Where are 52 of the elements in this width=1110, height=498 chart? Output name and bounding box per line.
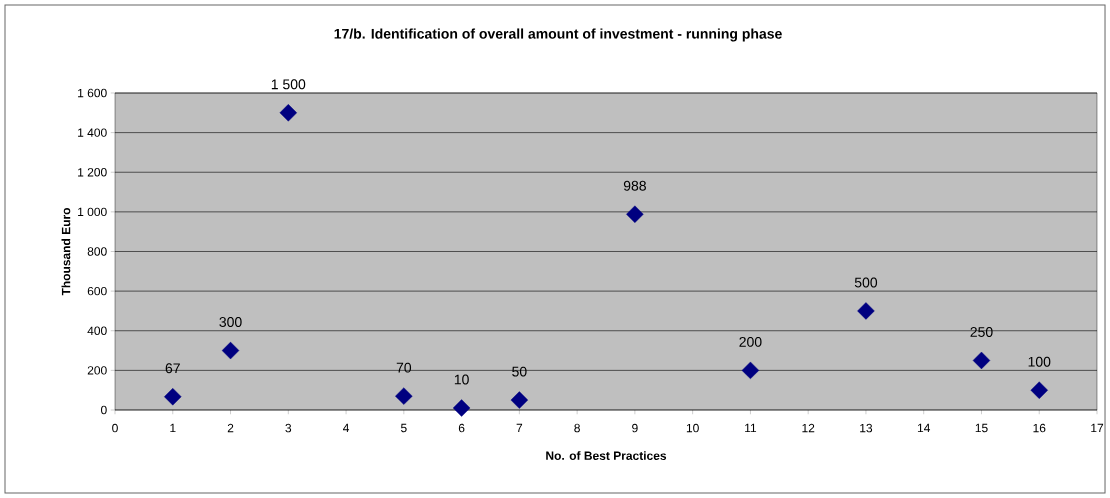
data-label: 67	[165, 363, 180, 374]
y-tick-label: 600	[87, 286, 107, 296]
x-tick-label: 15	[975, 423, 988, 433]
y-tick-label: 0	[101, 405, 107, 415]
x-tick-label: 0	[112, 423, 118, 433]
data-label: 500	[854, 277, 878, 288]
y-tick-label: 200	[87, 366, 107, 375]
x-tick-label: 13	[860, 423, 873, 433]
data-label: 300	[219, 317, 242, 328]
x-tick-label: 3	[285, 423, 292, 433]
point	[972, 351, 991, 370]
x-tick-label: 1	[170, 423, 176, 433]
point	[741, 361, 760, 380]
x-tick-label: 8	[574, 423, 580, 433]
y-axis-title: Thousand Euro	[61, 207, 71, 296]
data-label: 1 500	[271, 79, 306, 90]
data-label: 10	[454, 374, 469, 385]
data-label: 50	[512, 366, 527, 377]
y-tick-label: 400	[87, 326, 107, 335]
x-tick-label: 6	[458, 423, 465, 433]
x-tick-label: 11	[745, 423, 757, 433]
x-tick-label: 9	[632, 423, 638, 433]
point	[395, 387, 413, 405]
point	[221, 341, 240, 360]
point	[1030, 381, 1048, 399]
data-label: 250	[970, 327, 993, 337]
data-label: 988	[623, 180, 646, 191]
x-axis-title: No. of Best Practices	[546, 451, 667, 460]
point	[279, 104, 297, 122]
x-tick-label: 4	[343, 423, 350, 433]
x-tick-label: 17	[1091, 423, 1104, 433]
data-label: 70	[396, 362, 412, 373]
x-tick-label: 16	[1033, 423, 1046, 433]
x-tick-label: 14	[917, 423, 931, 433]
y-tick-label: 1 000	[78, 207, 107, 217]
y-tick-label: 1 200	[78, 168, 107, 177]
chart-title: 17/b. Identification of overall amount of investment - running phase	[334, 28, 782, 42]
x-tick-label: 5	[400, 423, 407, 433]
x-tick-label: 7	[516, 423, 523, 433]
point	[857, 302, 875, 320]
y-tick-label: 1 400	[78, 128, 107, 137]
x-tick-label: 10	[686, 423, 699, 433]
y-tick-label: 800	[87, 247, 107, 256]
y-tick-label: 1 600	[78, 88, 107, 98]
point	[164, 388, 182, 406]
point	[626, 205, 644, 223]
point	[510, 391, 529, 409]
x-tick-label: 2	[227, 423, 234, 433]
point	[452, 399, 471, 417]
x-tick-label: 12	[802, 423, 815, 433]
data-label: 100	[1028, 356, 1051, 367]
data-label: 200	[739, 336, 762, 347]
